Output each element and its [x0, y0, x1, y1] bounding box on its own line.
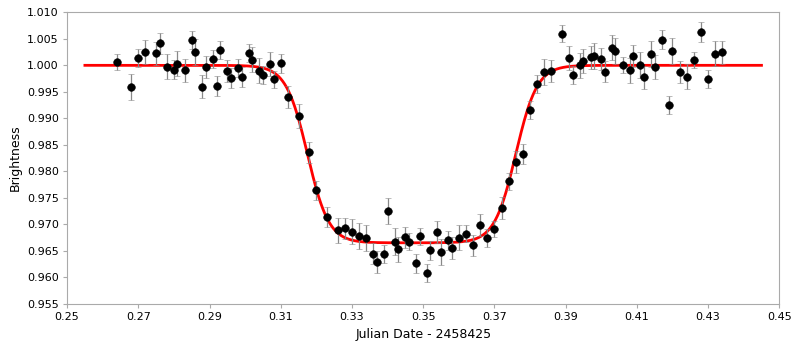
X-axis label: Julian Date - 2458425: Julian Date - 2458425	[355, 328, 491, 341]
Y-axis label: Brightness: Brightness	[8, 125, 22, 191]
